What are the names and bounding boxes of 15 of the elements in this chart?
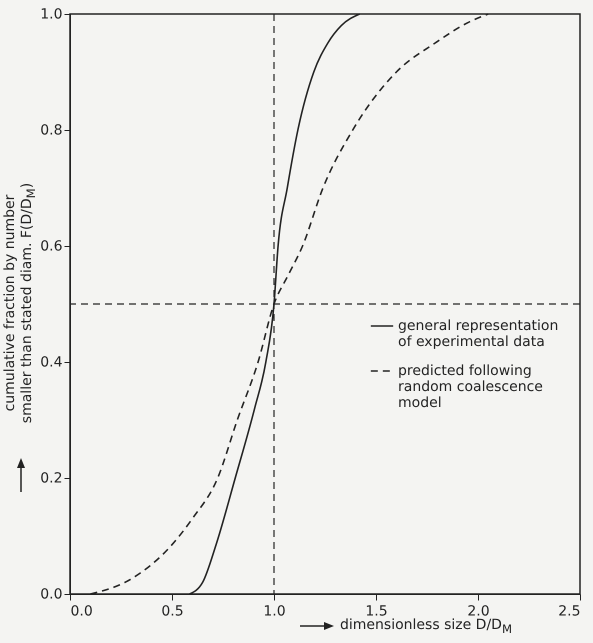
x-tick-label: 0.0 (70, 604, 93, 620)
legend-label: predicted following random coalescence model (398, 363, 543, 411)
y-tick-label: 0.8 (40, 122, 62, 138)
y-tick-label: 0.4 (40, 354, 63, 370)
x-tick-label: 0.5 (161, 604, 184, 620)
x-axis-title: dimensionless size D/D$_{M}$ (340, 617, 512, 636)
y-tick-label: 0.2 (40, 470, 62, 486)
x-tick-label: 2.5 (558, 604, 580, 620)
y-tick-label: 0.0 (40, 586, 62, 602)
x-tick-label: 1.0 (263, 604, 286, 620)
y-tick-label: 1.0 (40, 6, 62, 22)
y-tick-label: 0.6 (40, 238, 63, 254)
x-tick-label: 2.0 (467, 604, 490, 620)
x-tick-label: 1.5 (365, 604, 388, 620)
legend-label: general representation of experimental data (398, 318, 558, 350)
